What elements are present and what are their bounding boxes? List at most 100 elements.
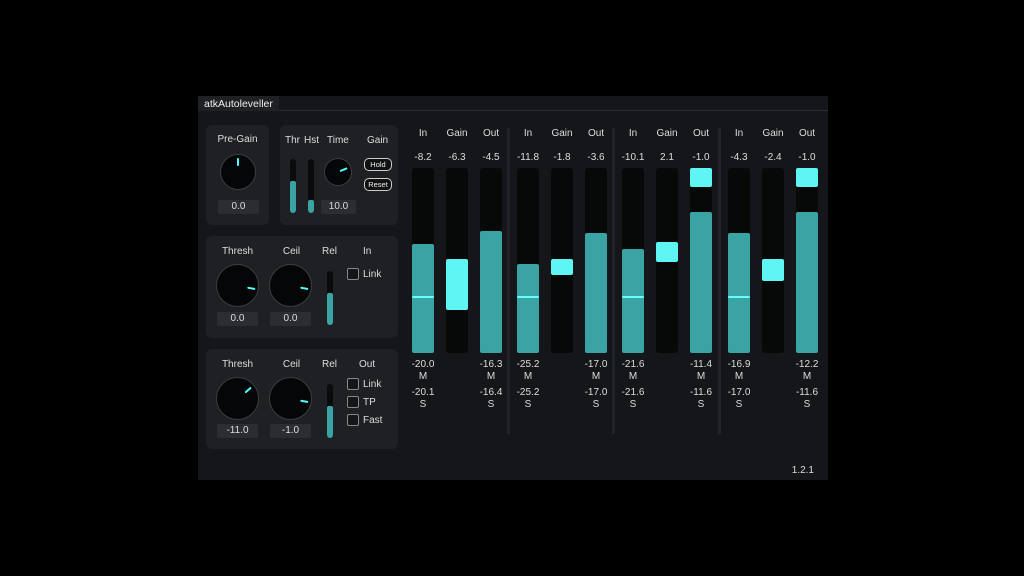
title-bar: atkAutoleveller (198, 96, 828, 111)
thr-slider[interactable] (290, 159, 296, 213)
in-s-value: -20.1 (411, 387, 435, 398)
in-link-checkbox[interactable]: Link (347, 268, 381, 280)
out-s-value: -16.4 (479, 387, 503, 398)
pregain-panel: Pre-Gain 0.0 (206, 125, 269, 225)
out-ceil-value[interactable]: -1.0 (270, 424, 311, 438)
in-m-value: -16.9 (727, 359, 751, 370)
meter-fill (480, 230, 502, 353)
time-label: Time (327, 135, 349, 146)
in-rel-label: Rel (322, 246, 338, 257)
out-thresh-knob[interactable] (216, 377, 259, 420)
tp-checkbox[interactable]: TP (347, 396, 376, 408)
in-thresh-value[interactable]: 0.0 (217, 312, 258, 326)
out-meter (585, 168, 607, 353)
m-label: M (591, 371, 601, 382)
out-s-value: -17.0 (584, 387, 608, 398)
m-label: M (802, 371, 812, 382)
in-ceil-label: Ceil (282, 246, 301, 257)
meter-fill (622, 249, 644, 353)
checkbox-box[interactable] (347, 268, 359, 280)
time-knob[interactable] (324, 158, 352, 186)
out-m-value: -12.2 (795, 359, 819, 370)
slider-fill (308, 199, 314, 213)
out-link-label: Link (363, 378, 382, 390)
out-meter (690, 168, 712, 353)
out-ceil-knob[interactable] (269, 377, 312, 420)
knob-indicator (243, 386, 252, 393)
meter-fill (412, 243, 434, 353)
in-meter (412, 168, 434, 353)
momentary-marker (517, 295, 539, 298)
in-ceil-knob[interactable] (269, 264, 312, 307)
momentary-marker (622, 295, 644, 298)
channel-separator (612, 128, 615, 434)
fast-checkbox[interactable]: Fast (347, 414, 382, 426)
out-peak-value: -3.6 (587, 152, 605, 163)
in-m-value: -25.2 (516, 359, 540, 370)
time-value[interactable]: 10.0 (321, 200, 356, 214)
gain-meter (762, 168, 784, 353)
pregain-label: Pre-Gain (217, 134, 258, 145)
tp-label: TP (363, 396, 376, 408)
timing-panel: Thr Hst Time Gain 10.0 Hold Reset (280, 125, 398, 225)
out-thresh-value[interactable]: -11.0 (217, 424, 258, 438)
in-meter-label: In (734, 128, 744, 139)
knob-indicator (299, 399, 308, 403)
gain-label: Gain (367, 135, 389, 146)
s-label: S (697, 399, 705, 410)
peak-hold-indicator (690, 168, 712, 187)
in-peak-value: -4.3 (730, 152, 748, 163)
in-ceil-value[interactable]: 0.0 (270, 312, 311, 326)
s-label: S (487, 399, 495, 410)
out-thresh-label: Thresh (221, 359, 254, 370)
slider-fill (327, 292, 333, 325)
gain-peak-value: -1.8 (553, 152, 571, 163)
checkbox-box[interactable] (347, 378, 359, 390)
slider-fill (290, 180, 296, 213)
out-meter-label: Out (587, 128, 605, 139)
pregain-knob[interactable] (220, 154, 256, 190)
out-meter-label: Out (798, 128, 816, 139)
s-label: S (524, 399, 532, 410)
m-label: M (734, 371, 744, 382)
hst-slider[interactable] (308, 159, 314, 213)
in-thresh-knob[interactable] (216, 264, 259, 307)
out-ceil-label: Ceil (282, 359, 301, 370)
knob-indicator (237, 158, 239, 166)
out-rel-slider[interactable] (327, 384, 333, 438)
pregain-value[interactable]: 0.0 (218, 200, 259, 214)
out-link-checkbox[interactable]: Link (347, 378, 381, 390)
hold-button[interactable]: Hold (364, 158, 392, 171)
meter-fill (762, 258, 784, 281)
knob-indicator (246, 286, 255, 290)
out-meter-label: Out (692, 128, 710, 139)
meter-fill (656, 242, 678, 263)
in-meter-label: In (418, 128, 428, 139)
out-m-value: -17.0 (584, 359, 608, 370)
checkbox-box[interactable] (347, 414, 359, 426)
gain-peak-value: -6.3 (448, 152, 466, 163)
gain-meter-label: Gain (446, 128, 468, 139)
in-meter-label: In (523, 128, 533, 139)
gain-meter-label: Gain (762, 128, 784, 139)
m-label: M (523, 371, 533, 382)
gain-meter (551, 168, 573, 353)
reset-button[interactable]: Reset (364, 178, 392, 191)
out-meter-label: Out (482, 128, 500, 139)
out-m-value: -11.4 (689, 359, 713, 370)
in-meter-label: In (628, 128, 638, 139)
knob-indicator (339, 167, 348, 173)
gain-peak-value: -2.4 (764, 152, 782, 163)
s-label: S (592, 399, 600, 410)
in-rel-slider[interactable] (327, 271, 333, 325)
in-m-value: -21.6 (621, 359, 645, 370)
out-meter (796, 168, 818, 353)
plugin-window: atkAutoleveller Pre-Gain 0.0 Thr Hst Tim… (198, 96, 828, 480)
s-label: S (419, 399, 427, 410)
gain-meter (446, 168, 468, 353)
checkbox-box[interactable] (347, 396, 359, 408)
gain-meter-label: Gain (551, 128, 573, 139)
meter-fill (585, 232, 607, 353)
version-label: 1.2.1 (791, 465, 814, 476)
m-label: M (418, 371, 428, 382)
